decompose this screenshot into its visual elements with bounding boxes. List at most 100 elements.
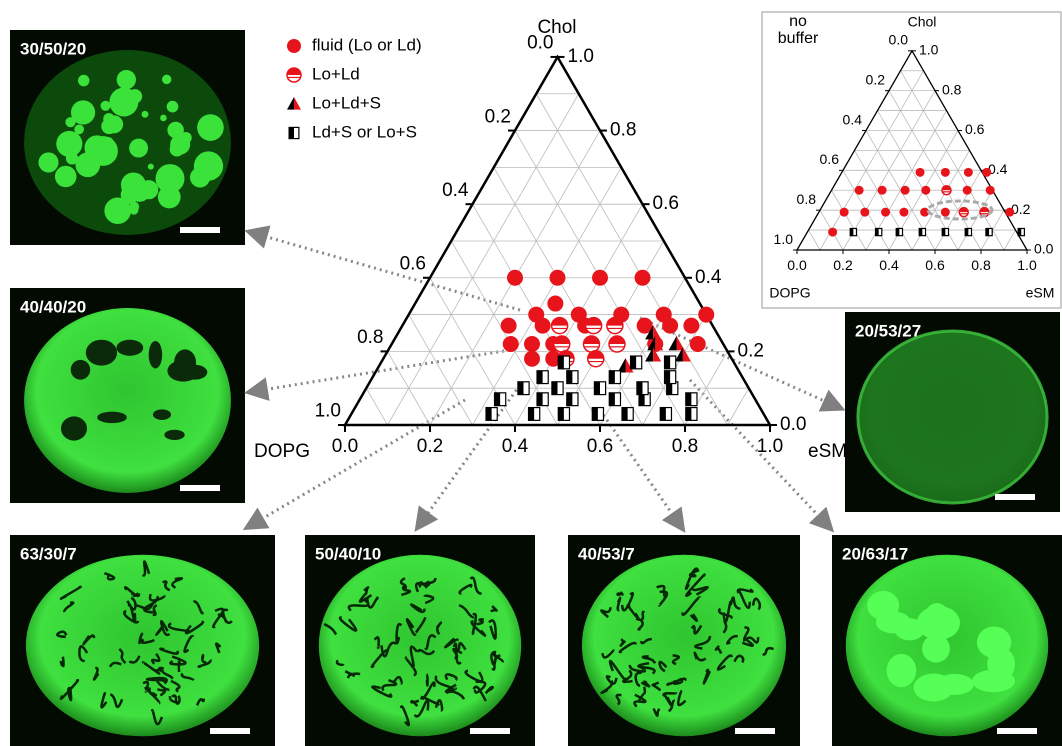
marker-square [964,227,973,237]
domain [681,596,702,617]
domain [471,612,478,635]
tick-label: 0.2 [485,106,511,127]
marker-circle [985,185,995,195]
marker-shape [585,317,602,326]
domain [913,673,954,702]
domain [423,594,435,605]
marker-shape [639,392,645,406]
grid-line [819,70,924,251]
marker-circle [500,317,517,334]
domain [161,74,172,85]
micrograph: 63/30/7 [10,535,275,746]
domain [108,661,122,668]
marker-shape [653,324,662,340]
marker-shape [647,336,656,351]
marker-square [621,406,634,421]
arrow [598,409,686,533]
marker-square [493,392,507,407]
domain [212,607,225,629]
marker-shape [622,407,628,421]
arrow [244,225,521,312]
domain [666,677,687,686]
marker-shape [881,207,891,217]
marker-circle [915,167,925,177]
marker-circle [534,317,551,334]
marker-shape [545,350,562,367]
tick-label: 0.4 [988,161,1008,177]
tick-label: 0.8 [610,120,636,141]
marker-circle [507,269,523,286]
domain [373,636,380,649]
micrographs: 30/50/20 40/40/20 20/53/27 63/30/7 50/40/10 4… [10,30,1062,746]
marker-shape [985,228,990,236]
tick-label: 0.8 [797,191,817,207]
marker-shape [287,39,301,53]
triangle-frame [342,54,773,427]
domain [159,647,180,655]
panel-label: 50/40/10 [315,544,381,563]
domain [694,635,712,650]
triangle-frame [795,49,1029,251]
vesicle-rim [856,329,1049,505]
marker-shape [630,356,637,369]
marker-circle [940,207,950,217]
marker-square [985,227,993,237]
ternary-inset: eSM 0.0 0.2 0.4 0.6 0.8 1.0 Chol 0.0 0.2 0.4 0.6 0.8… [769,13,1054,300]
marker-shape [645,347,654,362]
domain [414,617,427,634]
domain [201,653,207,664]
domain [867,590,900,621]
domain [197,659,212,668]
domain [358,592,373,603]
micrograph: 50/40/10 [305,535,535,746]
marker-shape [940,207,950,217]
arrow [688,378,835,533]
scale-bar [995,494,1035,500]
marker-shape [1005,207,1015,217]
domain [128,655,141,664]
domain [70,100,96,125]
marker-circle [634,269,651,286]
domain [417,581,429,589]
domain [59,678,80,701]
tick-label: 0.0 [889,32,909,48]
marker-square [566,370,579,385]
domain [620,591,635,612]
inset-region [926,199,994,221]
domain [641,655,657,664]
domain [395,622,403,645]
marker-shape [287,68,301,75]
marker-circle [287,39,301,53]
tick-label: 0.8 [942,81,962,97]
tick-label: 0.2 [1011,201,1031,217]
domain [435,621,443,636]
axis-title: Chol [908,14,937,30]
domain [628,664,647,673]
domain [434,699,444,712]
domain [744,636,760,644]
marker-square [288,126,300,140]
vesicle [25,554,260,737]
domain [323,622,338,636]
marker-shape [606,317,623,326]
marker-shape [965,228,969,236]
tick-label: 0.6 [587,436,613,457]
domain [725,634,739,645]
marker-triangle [645,324,662,340]
marker-shape [982,167,992,177]
panel-label: 40/40/20 [20,297,86,316]
tick-label: 0.8 [971,257,991,273]
domain [605,675,618,685]
tick-label: 1.0 [757,436,783,457]
micrograph: 30/50/20 [10,30,245,245]
marker-shape [962,185,972,195]
tick-label: 1.0 [568,46,594,67]
tick-label: 0.6 [400,253,426,274]
marker-shape [551,317,568,326]
grid-line [365,387,388,426]
domain [615,693,622,706]
legend-label: Lo+Ld [312,64,360,83]
marker-shape [896,228,900,236]
marker-circle [547,295,564,312]
domain [177,659,182,673]
